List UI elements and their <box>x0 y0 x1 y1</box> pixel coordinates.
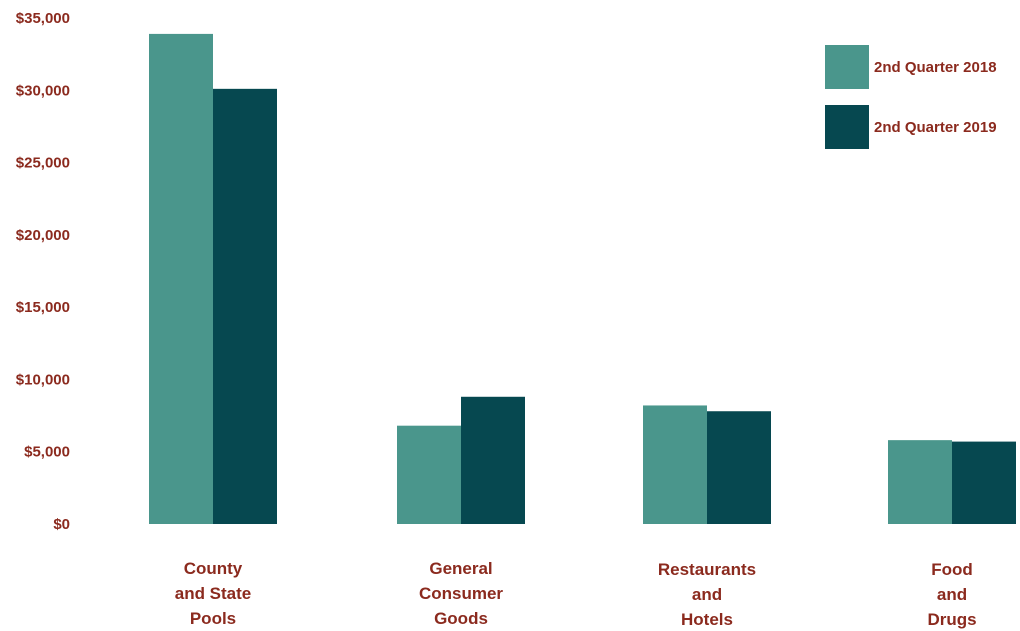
y-tick-label: $5,000 <box>24 444 70 461</box>
legend-label: 2nd Quarter 2018 <box>874 59 997 76</box>
x-tick-label: Hotels <box>681 610 733 629</box>
x-tick-label: Consumer <box>419 584 503 603</box>
x-axis: County and State Pools General Consumer Goods… <box>175 559 977 629</box>
bar-2019 <box>461 396 525 524</box>
bar-2018 <box>643 405 707 524</box>
legend-label: 2nd Quarter 2019 <box>874 119 997 136</box>
y-tick-label: $15,000 <box>16 299 70 316</box>
x-tick-label: Food <box>931 560 973 579</box>
bars <box>149 33 1016 524</box>
x-tick-label: General <box>429 559 492 578</box>
legend-swatch <box>825 45 869 89</box>
x-tick-label: Goods <box>434 609 488 628</box>
y-tick-label: $0 <box>53 516 70 533</box>
x-tick-label: Restaurants <box>658 560 756 579</box>
x-tick-label: and State <box>175 584 252 603</box>
legend-swatch <box>825 105 869 149</box>
x-tick-label: and <box>937 585 967 604</box>
x-tick-label: Pools <box>190 609 236 628</box>
x-tick-label: County <box>184 559 243 578</box>
y-tick-label: $20,000 <box>16 227 70 244</box>
bar-2019 <box>213 88 277 524</box>
bar-2019 <box>952 441 1016 524</box>
y-tick-label: $35,000 <box>16 10 70 27</box>
y-axis: $0 $5,000 $10,000 $15,000 $20,000 $25,000 $30,… <box>16 10 70 533</box>
y-tick-label: $25,000 <box>16 155 70 172</box>
bar-2018 <box>149 33 213 524</box>
y-tick-label: $10,000 <box>16 371 70 388</box>
y-tick-label: $30,000 <box>16 82 70 99</box>
x-tick-label: Drugs <box>927 610 976 629</box>
x-tick-label: and <box>692 585 722 604</box>
bar-2018 <box>397 425 461 524</box>
bar-2019 <box>707 411 771 524</box>
bar-2018 <box>888 440 952 524</box>
legend: 2nd Quarter 2018 2nd Quarter 2019 <box>825 45 997 149</box>
